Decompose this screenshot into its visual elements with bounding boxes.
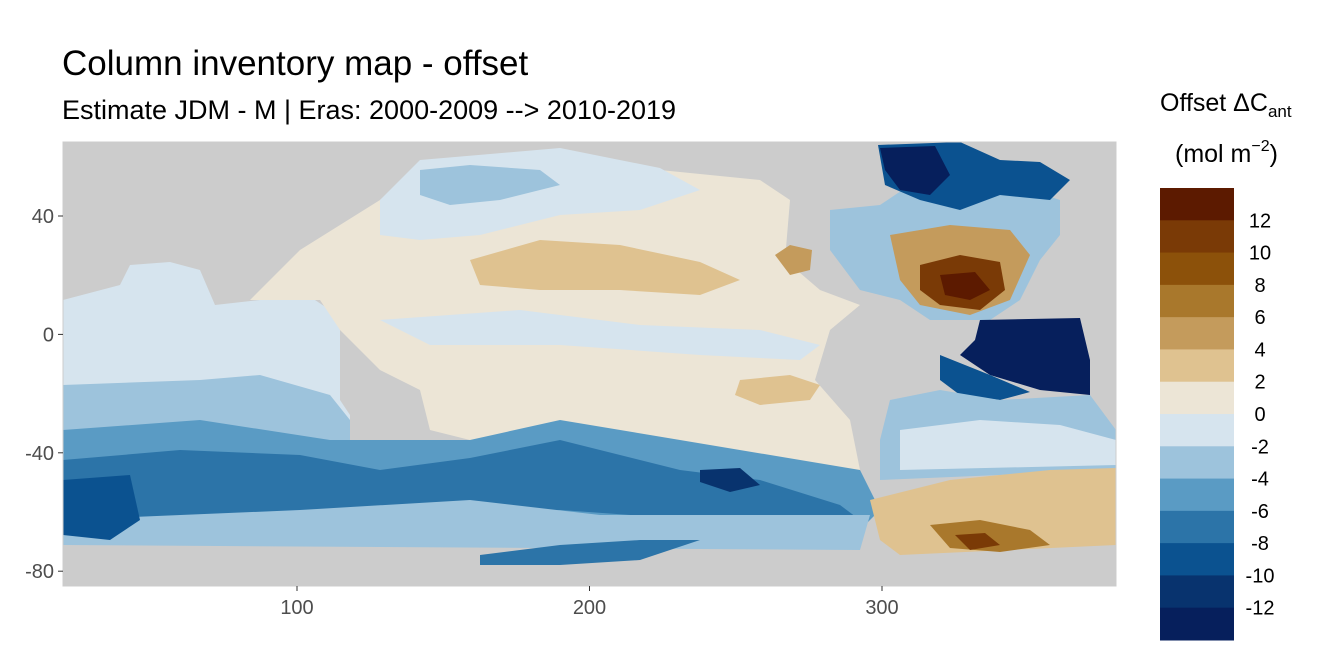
southern-ocean-dark-patch (700, 468, 760, 492)
southern-ocean-coast (480, 540, 700, 565)
weddell-dark-core (955, 533, 1000, 550)
y-axis: 40 0 -40 -80 (25, 206, 63, 583)
legend-unit-suffix: ) (1270, 140, 1278, 168)
y-tick-label: -80 (25, 561, 54, 583)
chart-title: Column inventory map - offset (62, 44, 529, 83)
south-atlantic-light (900, 420, 1116, 470)
north-atlantic-max (940, 272, 990, 300)
subpolar-atlantic-dark (880, 146, 950, 195)
chart-subtitle: Estimate JDM - M | Eras: 2000-2009 --> 2… (62, 95, 676, 125)
legend-bin (1160, 446, 1234, 480)
north-pacific-positive-band (470, 240, 740, 295)
legend-bin (1160, 188, 1234, 221)
legend-tick-label: -10 (1246, 565, 1275, 587)
legend-tick-label: -6 (1251, 501, 1269, 523)
legend-tick-label: 4 (1254, 339, 1265, 361)
legend-bin (1160, 543, 1234, 576)
legend-tick-label: 12 (1249, 210, 1271, 232)
y-tick-label: 0 (43, 324, 54, 346)
north-pacific-blue (420, 165, 560, 205)
x-tick-label: 300 (865, 597, 898, 619)
legend-tick-label: 10 (1249, 243, 1271, 265)
legend-title-subscript: ant (1268, 102, 1292, 121)
legend-labels: 12 10 8 6 4 2 0 -2 -4 -6 -8 -10 -12 (1246, 210, 1275, 619)
legend-bin (1160, 317, 1234, 350)
ocean-offset-field (63, 142, 1116, 565)
map-panel (62, 141, 1117, 587)
legend-unit: (mol m−2) (1175, 138, 1278, 168)
legend-unit-prefix: (mol m (1175, 140, 1251, 168)
legend-bin (1160, 607, 1234, 641)
legend-bin (1160, 575, 1234, 609)
legend-tick-label: 2 (1254, 372, 1265, 394)
legend-bin (1160, 510, 1234, 544)
south-pacific-positive (735, 375, 820, 405)
equatorial-pacific-blue (380, 310, 820, 360)
equatorial-atlantic-edge (940, 355, 1030, 400)
legend-bin (1160, 284, 1234, 318)
weddell-positive-core (930, 520, 1050, 552)
x-axis: 100 200 300 (280, 586, 899, 619)
legend-bin (1160, 252, 1234, 286)
legend-colorbar (1160, 188, 1234, 641)
legend-tick-label: -8 (1251, 533, 1269, 555)
legend-bin (1160, 478, 1234, 512)
southern-ocean-band-light (63, 500, 870, 550)
legend-title: Offset ΔCant (1160, 89, 1292, 121)
legend-tick-label: 0 (1254, 404, 1265, 426)
southern-ocean-band-2 (63, 440, 860, 520)
legend-tick-label: -4 (1251, 469, 1269, 491)
y-tick-label: 40 (32, 206, 54, 228)
weddell-positive (870, 468, 1116, 555)
legend-title-main: Offset ΔC (1160, 89, 1268, 117)
legend-bin (1160, 414, 1234, 447)
equatorial-atlantic-dark (960, 318, 1090, 395)
legend-tick-label: -2 (1251, 436, 1269, 458)
legend-tick-label: 8 (1254, 275, 1265, 297)
legend-tick-label: -12 (1246, 598, 1275, 620)
x-tick-label: 200 (573, 597, 606, 619)
legend-unit-superscript: −2 (1251, 138, 1269, 155)
legend: Offset ΔCant (mol m−2) 12 10 8 6 4 2 0 -2 -4 -6 -8… (1160, 89, 1292, 641)
x-tick-label: 100 (280, 597, 313, 619)
legend-tick-label: 6 (1254, 307, 1265, 329)
gulf-positive (775, 245, 812, 275)
legend-bin (1160, 220, 1234, 254)
legend-bin (1160, 349, 1234, 383)
legend-bin (1160, 381, 1234, 415)
southern-ocean-west-dark (63, 475, 140, 540)
y-tick-label: -40 (25, 443, 54, 465)
